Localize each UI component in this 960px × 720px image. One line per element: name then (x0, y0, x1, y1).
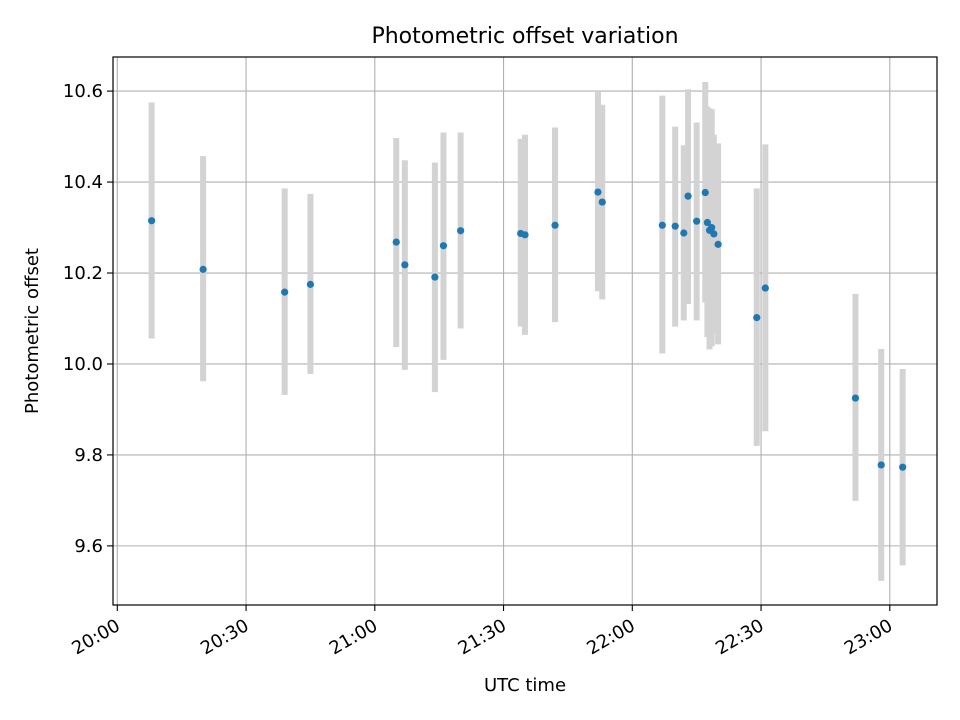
data-point (551, 221, 559, 229)
data-point (401, 261, 409, 269)
y-tick-label: 10.2 (63, 263, 103, 284)
data-point (684, 192, 692, 200)
x-tick-label: 23:00 (841, 615, 896, 659)
tick-layer: 20:00 20:30 21:00 21:30 22:00 22:30 23:00 9.6 9.… (63, 81, 896, 659)
data-point (693, 217, 701, 225)
y-tick-label: 9.6 (74, 536, 103, 557)
data-point (457, 227, 465, 235)
x-tick-label: 22:00 (583, 615, 638, 659)
data-point (899, 463, 907, 471)
data-point (710, 230, 718, 238)
chart-title: Photometric offset variation (371, 24, 678, 49)
data-point (851, 394, 860, 402)
y-tick-label: 9.8 (74, 445, 103, 466)
x-tick-label: 22:30 (712, 615, 767, 659)
errorbar-layer (148, 82, 906, 581)
data-point (703, 218, 711, 227)
plot-frame (112, 56, 938, 606)
data-point (701, 188, 709, 197)
data-point (877, 461, 885, 469)
y-tick-label: 10.0 (63, 354, 103, 375)
point-layer (148, 188, 907, 471)
x-axis-label: UTC time (484, 675, 566, 696)
data-point (680, 229, 688, 237)
data-point (431, 273, 439, 281)
data-point (708, 223, 716, 232)
data-point (392, 238, 400, 246)
grid-layer (113, 57, 937, 605)
data-point (306, 280, 315, 288)
data-point (753, 313, 761, 322)
x-tick-label: 20:00 (68, 615, 123, 659)
x-tick-label: 21:00 (326, 615, 381, 659)
x-tick-label: 21:30 (455, 615, 510, 659)
data-point (671, 222, 679, 230)
data-point (521, 231, 529, 239)
data-point (199, 265, 207, 273)
data-point (714, 240, 722, 248)
data-point (598, 198, 606, 206)
x-tick-label: 20:30 (197, 615, 252, 659)
data-point (281, 288, 289, 296)
data-point (439, 242, 448, 250)
data-point (594, 188, 602, 196)
y-tick-label: 10.4 (63, 172, 103, 193)
y-tick-label: 10.6 (63, 81, 103, 102)
y-axis-label: Photometric offset (22, 248, 43, 414)
data-point (761, 284, 769, 292)
data-point (658, 221, 666, 229)
data-point (148, 217, 156, 225)
